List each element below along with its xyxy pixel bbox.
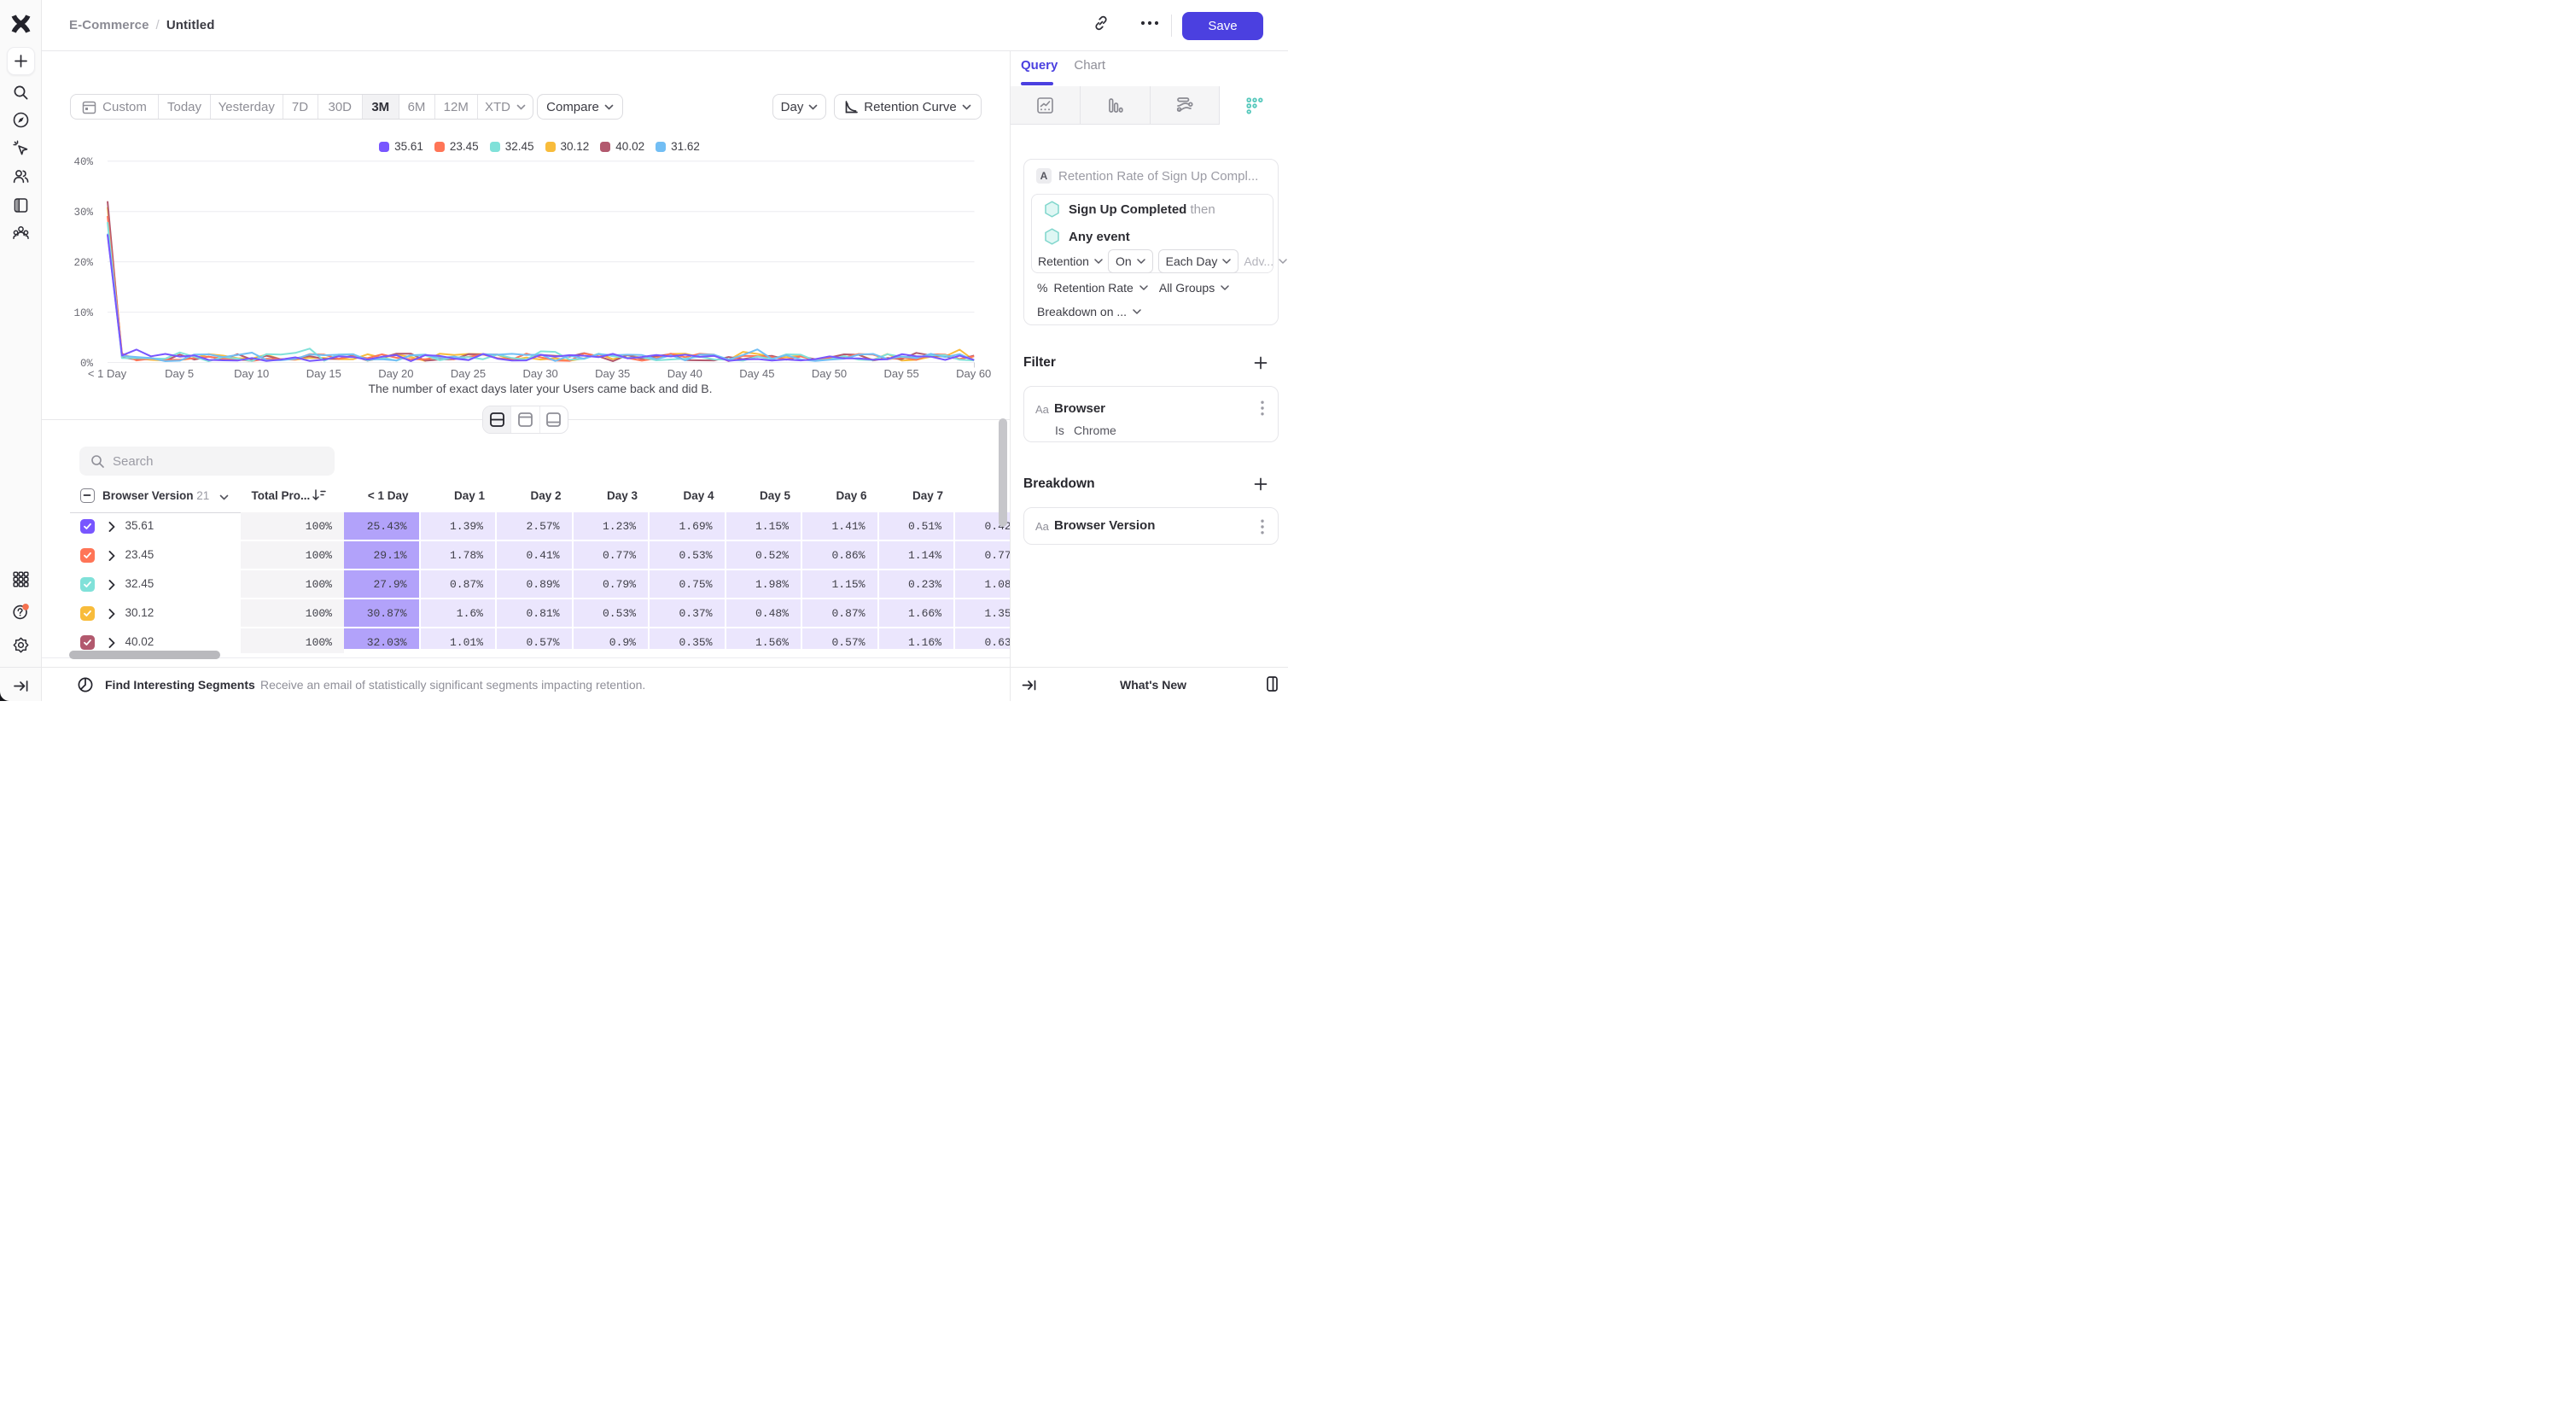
svg-text:10%: 10% (73, 307, 93, 319)
svg-text:0%: 0% (79, 358, 93, 370)
svg-text:20%: 20% (73, 257, 93, 269)
svg-text:40%: 40% (73, 156, 93, 168)
svg-text:30%: 30% (73, 207, 93, 219)
